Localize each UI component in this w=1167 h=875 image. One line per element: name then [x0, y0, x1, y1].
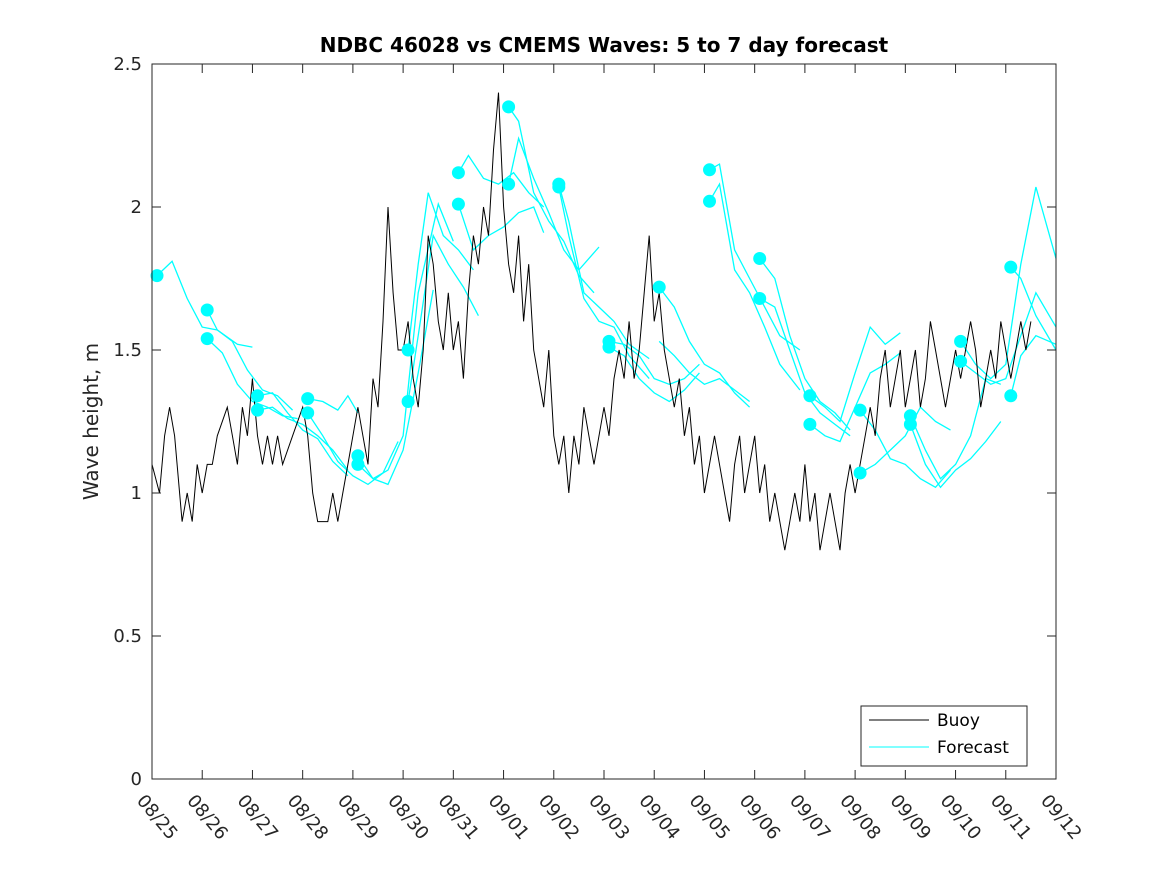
- y-axis: 0 0.5 1 1.5 2 2.5: [113, 54, 1056, 790]
- forecast-run-line: [809, 325, 901, 423]
- forecast-marker: [200, 303, 214, 317]
- forecast-run-line: [457, 203, 545, 252]
- forecast-run-line: [206, 309, 294, 411]
- forecast-marker: [753, 292, 767, 305]
- forecast-marker: [954, 354, 968, 368]
- forecast-marker: [903, 417, 917, 431]
- forecast-run-line: [1010, 266, 1057, 351]
- forecast-marker: [1004, 260, 1018, 274]
- forecast-run-line: [357, 289, 434, 486]
- forecast-run-line: [156, 260, 253, 348]
- forecast-run-line: [658, 286, 751, 408]
- legend-label-buoy: Buoy: [937, 711, 980, 731]
- forecast-marker: [401, 395, 415, 408]
- forecast-run-line: [307, 394, 359, 414]
- chart-title: NDBC 46028 vs CMEMS Waves: 5 to 7 day fo…: [320, 33, 889, 57]
- forecast-marker: [954, 334, 968, 348]
- forecast-run-line: [608, 346, 700, 403]
- forecast-run-line: [759, 258, 851, 431]
- forecast-marker: [251, 403, 264, 417]
- forecast-run-line: [1010, 334, 1057, 396]
- y-tick-label: 1.5: [113, 340, 142, 361]
- y-tick-label: 2.5: [113, 54, 142, 75]
- forecast-marker: [301, 392, 315, 406]
- forecast-run-line: [909, 421, 1002, 489]
- forecast-run-line: [960, 291, 1057, 386]
- forecast-marker: [552, 180, 566, 194]
- forecast-marker: [652, 280, 666, 294]
- forecast-run-line: [407, 192, 474, 351]
- forecast-marker: [301, 406, 315, 420]
- plot-area: [152, 64, 1056, 779]
- forecast-run-line: [859, 406, 951, 474]
- forecast-marker: [753, 252, 767, 265]
- forecast-run-line: [558, 186, 650, 380]
- forecast-run-line: [608, 340, 700, 385]
- forecast-run-line: [708, 182, 801, 391]
- forecast-run-line: [960, 186, 1057, 380]
- forecast-marker: [150, 269, 164, 283]
- forecast-run-line: [357, 201, 454, 480]
- forecast-marker: [853, 466, 867, 480]
- forecast-marker: [502, 177, 516, 191]
- y-axis-label: Wave height, m: [79, 343, 103, 500]
- y-tick-label: 1: [131, 483, 142, 504]
- forecast-marker: [251, 389, 264, 403]
- forecast-marker: [803, 389, 817, 403]
- y-tick-label: 0.5: [113, 626, 142, 647]
- legend: Buoy Forecast: [860, 705, 1028, 767]
- forecast-markers: [150, 100, 1018, 480]
- forecast-marker: [401, 343, 415, 357]
- forecast-marker: [502, 100, 516, 114]
- forecast-run-line: [407, 233, 479, 402]
- forecast-marker: [451, 197, 465, 211]
- buoy-series: [151, 92, 1032, 551]
- forecast-marker: [703, 194, 716, 208]
- legend-box: [860, 705, 1028, 767]
- y-tick-label: 2: [131, 197, 142, 218]
- forecast-marker: [703, 163, 716, 177]
- forecast-run-line: [457, 154, 545, 208]
- forecast-marker: [451, 166, 465, 180]
- forecast-run-line: [558, 183, 650, 360]
- forecast-run-line: [206, 338, 298, 420]
- forecast-run-line: [257, 406, 349, 471]
- forecast-marker: [1004, 389, 1018, 403]
- legend-label-forecast: Forecast: [937, 738, 1009, 758]
- forecast-run-line: [658, 340, 750, 403]
- forecast-run-line: [257, 392, 349, 477]
- forecast-marker: [200, 332, 214, 346]
- forecast-marker: [803, 417, 817, 431]
- forecast-marker: [351, 457, 365, 471]
- buoy-line: [151, 92, 1032, 551]
- forecast-run-line: [709, 163, 801, 351]
- forecast-series: [156, 106, 1057, 489]
- y-tick-label: 0: [131, 769, 142, 790]
- forecast-marker: [602, 340, 616, 354]
- forecast-marker: [853, 403, 867, 417]
